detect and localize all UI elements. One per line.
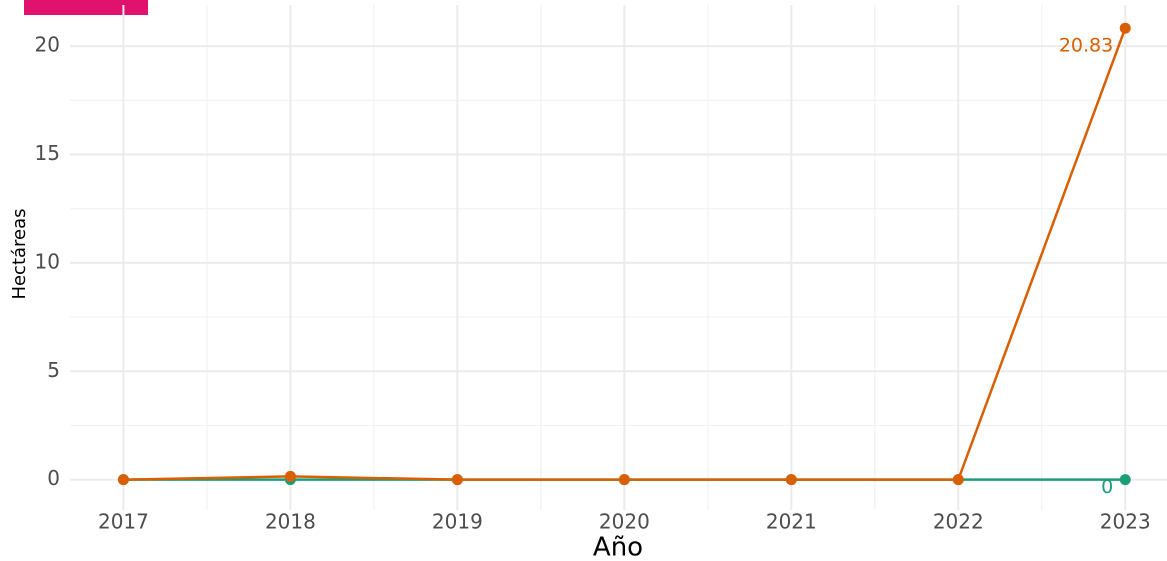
y-tick-label: 0: [47, 466, 60, 490]
data-point: [785, 474, 797, 486]
y-tick-label: 5: [47, 358, 60, 382]
data-point: [952, 474, 964, 486]
x-tick-label: 2023: [1100, 510, 1151, 534]
y-axis-title: Hectáreas: [9, 208, 30, 299]
x-tick-label: 2017: [98, 510, 149, 534]
x-axis-title: Año: [593, 533, 643, 561]
data-point: [284, 470, 296, 482]
x-tick-label: 2022: [933, 510, 984, 534]
y-tick-label: 15: [35, 141, 60, 165]
data-point: [1119, 474, 1131, 486]
data-point: [618, 474, 630, 486]
data-point: [117, 474, 129, 486]
badge: [24, 0, 148, 15]
y-tick-label: 20: [35, 33, 60, 57]
x-tick-label: 2021: [766, 510, 817, 534]
data-label: 20.83: [1059, 35, 1113, 57]
x-tick-label: 2018: [265, 510, 316, 534]
data-point: [451, 474, 463, 486]
x-tick-label: 2019: [432, 510, 483, 534]
data-label: 0: [1101, 476, 1113, 498]
x-tick-label: 2020: [599, 510, 650, 534]
y-tick-label: 10: [35, 249, 60, 273]
data-point: [1119, 22, 1131, 34]
